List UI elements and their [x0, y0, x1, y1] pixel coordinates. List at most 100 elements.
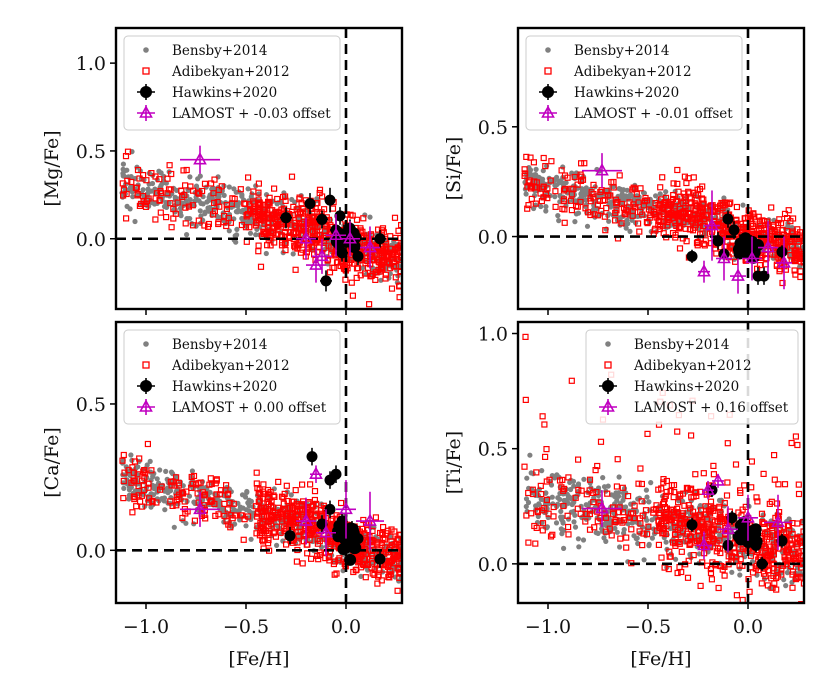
adibekyan-point [379, 531, 386, 538]
bensby-point [635, 540, 641, 547]
y-axis-label: [Ti/Fe] [443, 431, 465, 494]
adibekyan-point [360, 215, 367, 222]
adibekyan-point [568, 207, 576, 214]
adibekyan-point [708, 576, 716, 583]
adibekyan-point [247, 206, 254, 213]
adibekyan-point [209, 498, 216, 505]
bensby-point [187, 197, 193, 203]
adibekyan-point [667, 487, 674, 495]
bensby-point [553, 520, 560, 526]
adibekyan-point [609, 510, 617, 517]
bensby-point [184, 232, 190, 238]
legend-adibekyan: Adibekyan+2012 [142, 64, 290, 80]
bensby-point [206, 206, 212, 212]
adibekyan-point [798, 539, 804, 546]
adibekyan-point [179, 193, 186, 201]
adibekyan-point [586, 526, 594, 533]
adibekyan-series [119, 440, 402, 594]
adibekyan-point [564, 523, 572, 531]
hawkins-point [728, 221, 740, 239]
legend-marker [139, 105, 153, 118]
adibekyan-point [655, 541, 663, 549]
adibekyan-point [223, 205, 230, 212]
legend-label: Hawkins+2020 [172, 379, 277, 395]
adibekyan-point [724, 440, 731, 447]
adibekyan-point [293, 558, 300, 565]
adibekyan-point [794, 243, 802, 250]
adibekyan-point [716, 545, 724, 552]
bensby-point [737, 572, 743, 578]
adibekyan-point [778, 565, 785, 572]
adibekyan-point [665, 205, 672, 212]
adibekyan-point [246, 224, 253, 231]
adibekyan-point [656, 524, 663, 531]
bensby-point [177, 210, 183, 216]
adibekyan-point [211, 208, 218, 215]
adibekyan-point [540, 194, 547, 201]
adibekyan-point [375, 573, 382, 580]
bensby-point [649, 517, 655, 523]
legend-box [123, 35, 341, 131]
adibekyan-point [224, 506, 231, 513]
bensby-point [158, 170, 164, 176]
adibekyan-point [246, 201, 253, 208]
legend-marker [602, 380, 614, 392]
adibekyan-point [764, 567, 772, 574]
adibekyan-point [287, 229, 294, 236]
adibekyan-point [721, 500, 728, 507]
adibekyan-point [167, 200, 174, 207]
adibekyan-point [522, 170, 529, 177]
adibekyan-point [611, 217, 619, 224]
adibekyan-point [789, 571, 796, 578]
adibekyan-point [748, 458, 756, 465]
adibekyan-point [796, 537, 803, 544]
adibekyan-point [670, 494, 677, 501]
adibekyan-point [768, 204, 775, 211]
adibekyan-point [572, 494, 579, 501]
adibekyan-point [651, 227, 658, 234]
bensby-point [253, 183, 259, 189]
adibekyan-point [523, 153, 530, 160]
adibekyan-point [274, 195, 281, 203]
adibekyan-point [173, 474, 180, 481]
adibekyan-point [582, 518, 589, 525]
plot-area [518, 28, 804, 309]
adibekyan-point [140, 486, 147, 493]
plot-area [518, 322, 804, 603]
bensby-point [563, 180, 569, 186]
bensby-point [625, 221, 631, 227]
bensby-point [554, 174, 560, 180]
bensby-point [187, 216, 193, 222]
adibekyan-point [522, 333, 529, 340]
adibekyan-point [650, 509, 657, 516]
bensby-point [646, 499, 652, 505]
bensby-point [362, 212, 368, 218]
adibekyan-point [195, 217, 202, 224]
hawkins-point [304, 193, 316, 215]
adibekyan-point [268, 498, 275, 505]
adibekyan-point [257, 491, 264, 498]
adibekyan-point [242, 200, 249, 207]
adibekyan-point [250, 206, 258, 213]
adibekyan-point [260, 230, 267, 237]
lamost-point [340, 221, 360, 257]
hawkins-point [324, 187, 336, 213]
adibekyan-point [348, 279, 355, 286]
lamost-point [742, 236, 762, 281]
adibekyan-point [733, 203, 741, 211]
adibekyan-point [691, 200, 698, 207]
adibekyan-point [732, 549, 739, 557]
adibekyan-point [695, 528, 703, 535]
adibekyan-point [750, 210, 757, 217]
adibekyan-point [329, 205, 337, 212]
x-tick-label: −0.5 [625, 616, 671, 638]
adibekyan-point [291, 244, 299, 251]
bensby-point [595, 492, 601, 498]
bensby-point [633, 508, 640, 515]
bensby-point [657, 191, 663, 197]
adibekyan-point [624, 208, 631, 215]
bensby-point [523, 191, 529, 197]
adibekyan-point [287, 504, 294, 511]
legend-marker [142, 67, 150, 75]
bensby-point [561, 545, 567, 552]
